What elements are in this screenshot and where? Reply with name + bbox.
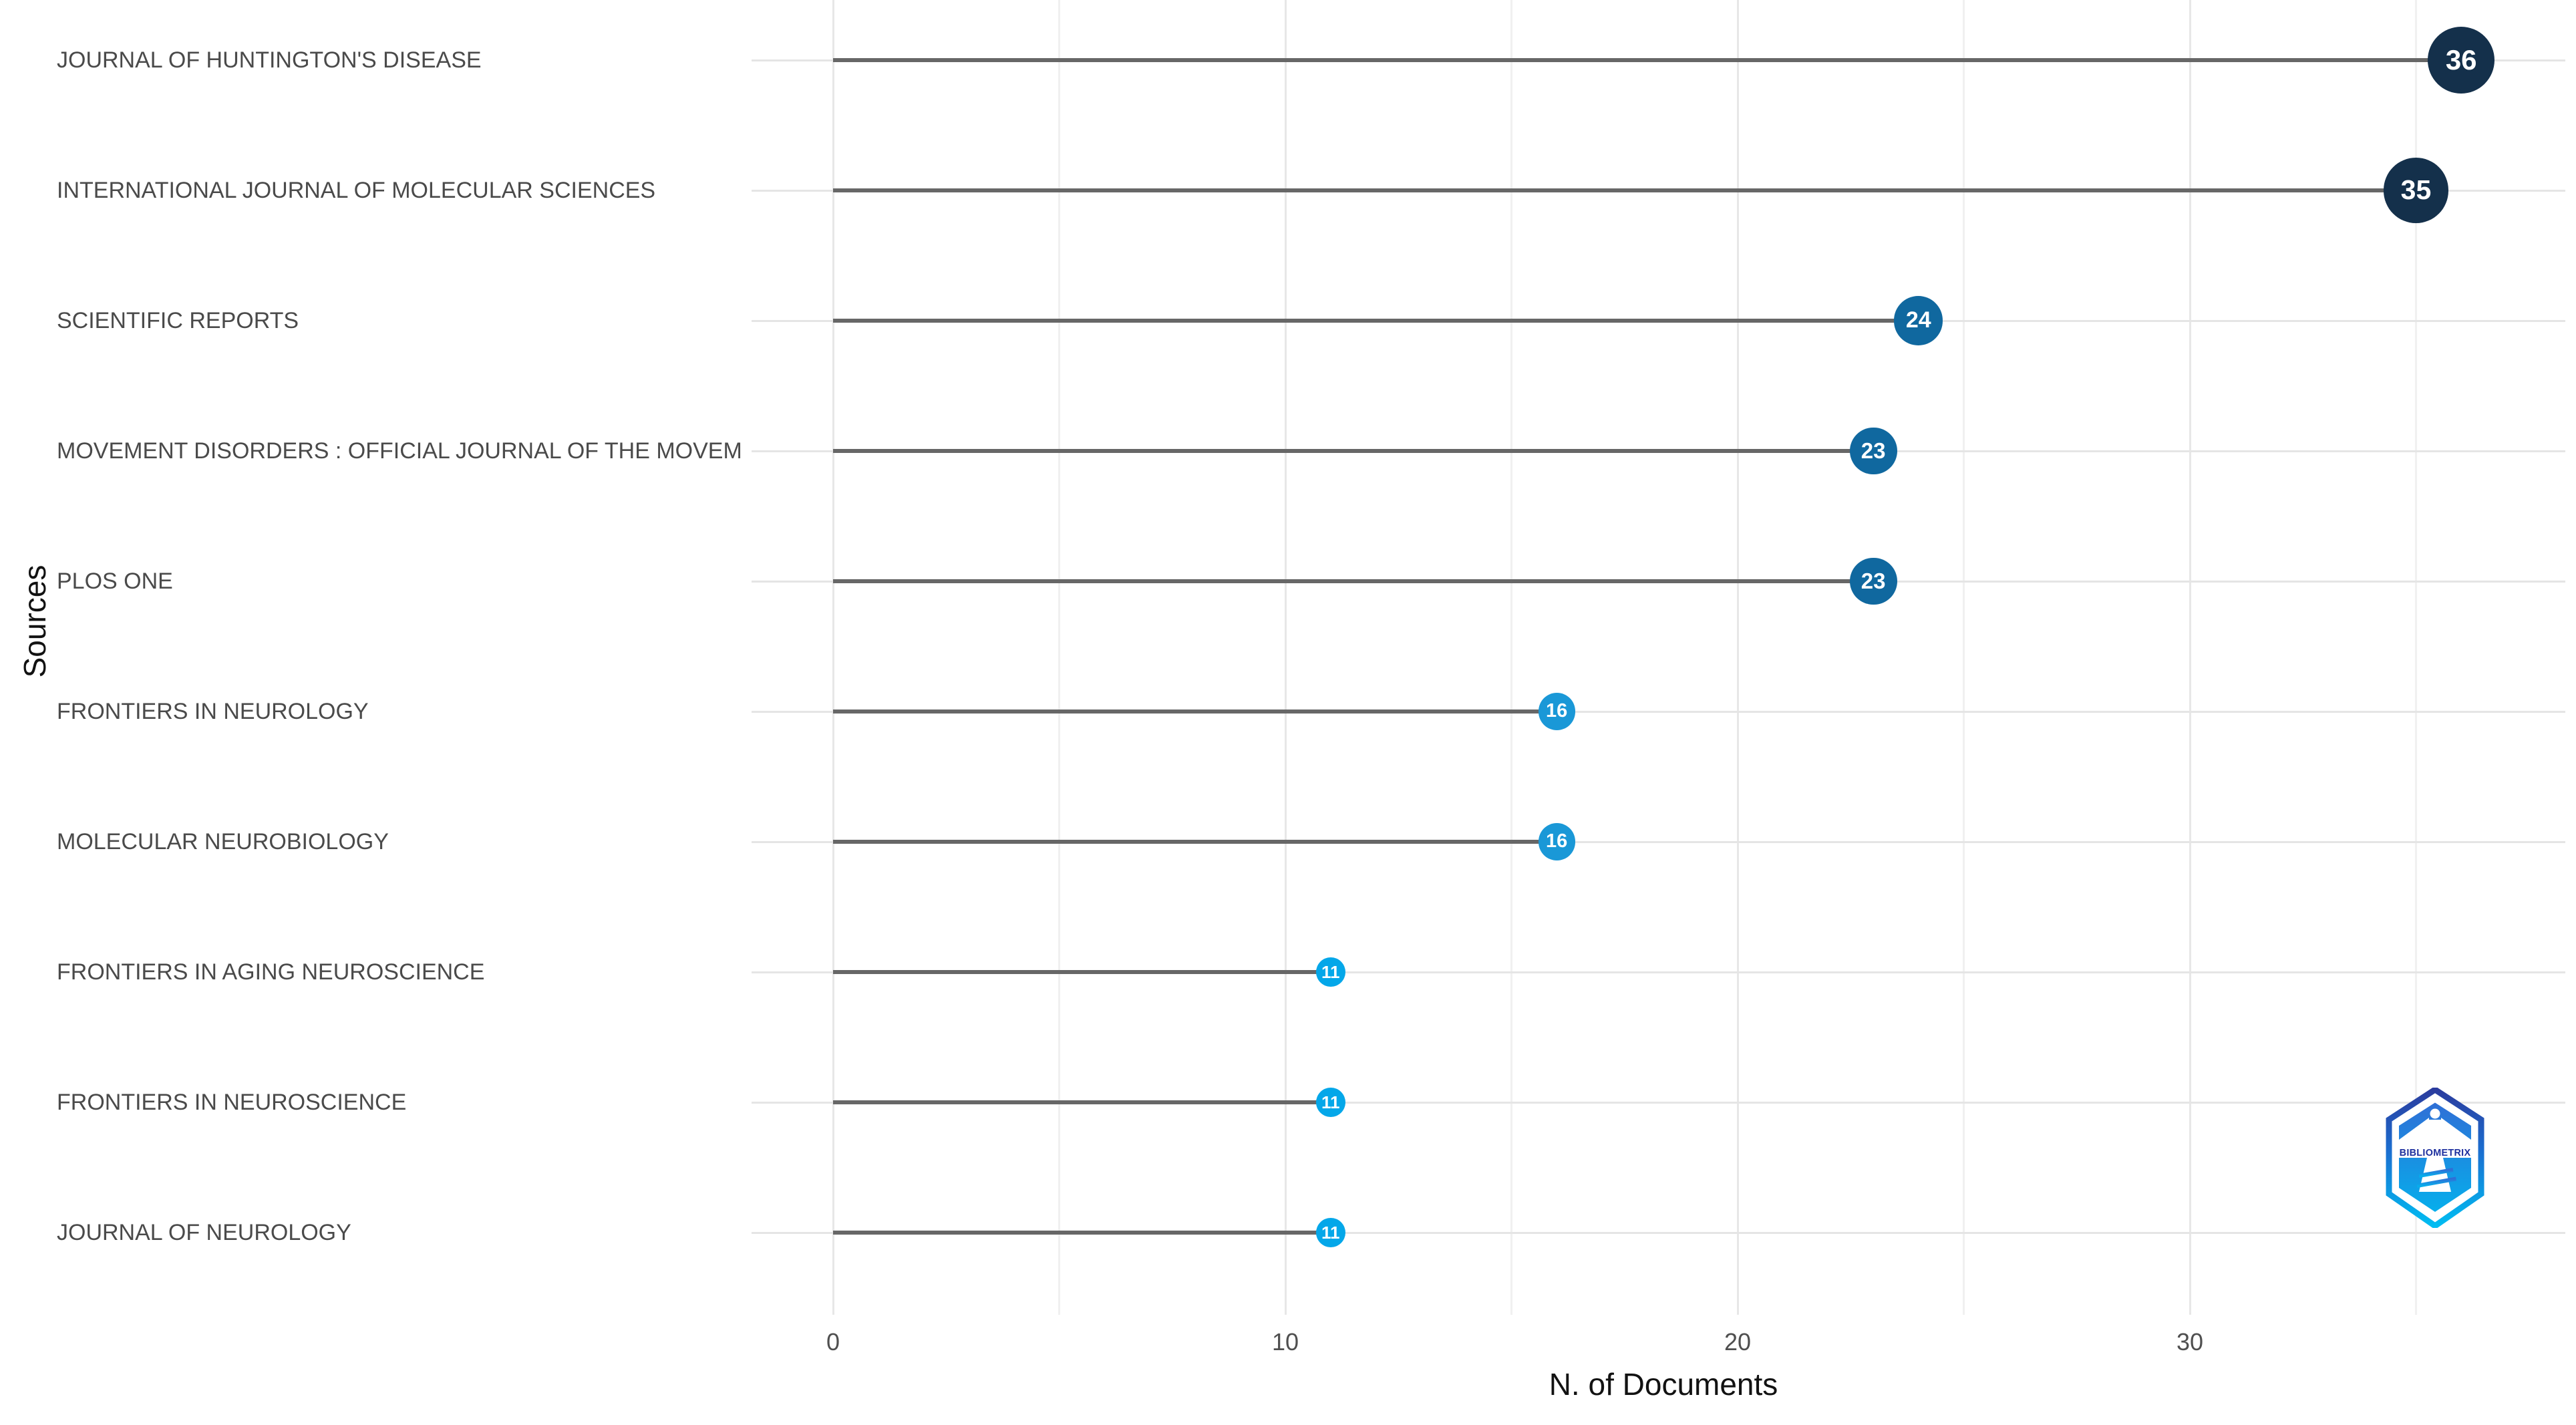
gridline-minor	[1058, 0, 1060, 1315]
category-row-line	[752, 1231, 2565, 1234]
gridline-minor	[2415, 0, 2417, 1315]
category-label: JOURNAL OF NEUROLOGY	[57, 1220, 351, 1245]
category-label: PLOS ONE	[57, 569, 173, 594]
x-tick-label: 0	[826, 1328, 840, 1356]
data-point-dot: 36	[2428, 27, 2495, 94]
data-point-dot: 24	[1894, 296, 1943, 345]
data-point-dot: 23	[1849, 427, 1897, 475]
data-point-value: 36	[2445, 44, 2477, 75]
lollipop-stem	[833, 970, 1331, 974]
y-axis-title: Sources	[17, 565, 52, 678]
x-tick-label: 30	[2176, 1328, 2204, 1356]
lollipop-stem	[833, 449, 1874, 453]
lollipop-stem	[833, 579, 1874, 583]
data-point-dot: 16	[1538, 693, 1575, 730]
gridline-major	[1736, 0, 1739, 1315]
category-row-line	[752, 971, 2565, 973]
data-point-value: 16	[1546, 700, 1568, 722]
gridline-minor	[1963, 0, 1965, 1315]
data-point-dot: 11	[1315, 1218, 1345, 1247]
data-point-value: 35	[2400, 174, 2432, 206]
data-point-dot: 11	[1315, 957, 1345, 987]
data-point-value: 23	[1861, 438, 1886, 463]
lollipop-stem	[833, 1100, 1331, 1104]
bibliometrix-logo: BIBLIOMETRIX	[2386, 1088, 2484, 1228]
data-point-value: 16	[1546, 830, 1568, 852]
category-label: FRONTIERS IN NEUROLOGY	[57, 699, 369, 724]
category-label: JOURNAL OF HUNTINGTON'S DISEASE	[57, 47, 482, 73]
lollipop-stem	[833, 58, 2462, 62]
data-point-value: 23	[1861, 568, 1886, 593]
lollipop-stem	[833, 709, 1557, 714]
data-point-dot: 11	[1315, 1088, 1345, 1117]
lollipop-stem	[833, 319, 1919, 323]
x-tick-label: 10	[1271, 1328, 1299, 1356]
data-point-value: 11	[1321, 1092, 1340, 1112]
gridline-minor	[1510, 0, 1512, 1315]
category-label: FRONTIERS IN NEUROSCIENCE	[57, 1090, 407, 1115]
category-row-line	[752, 840, 2565, 843]
category-label: MOLECULAR NEUROBIOLOGY	[57, 829, 389, 854]
logo-band	[2394, 1140, 2476, 1158]
data-point-dot: 35	[2383, 158, 2449, 223]
gridline-major	[832, 0, 834, 1315]
logo-slab-line-2	[2416, 1176, 2457, 1188]
logo-lighthouse-top-icon	[2427, 1120, 2443, 1140]
category-row-line	[752, 1101, 2565, 1104]
x-axis-title: N. of Documents	[1549, 1367, 1778, 1402]
category-label: FRONTIERS IN AGING NEUROSCIENCE	[57, 959, 485, 985]
data-point-value: 11	[1321, 961, 1340, 982]
data-point-value: 24	[1905, 307, 1931, 333]
category-label: INTERNATIONAL JOURNAL OF MOLECULAR SCIEN…	[57, 178, 656, 203]
category-label: MOVEMENT DISORDERS : OFFICIAL JOURNAL OF…	[57, 438, 742, 464]
lollipop-stem	[833, 188, 2416, 192]
x-tick-label: 20	[1724, 1328, 1752, 1356]
category-row-line	[752, 710, 2565, 713]
data-point-dot: 16	[1538, 823, 1575, 860]
gridline-major	[2189, 0, 2191, 1315]
lollipop-stem	[833, 1231, 1331, 1235]
logo-lighthouse-dome-icon	[2430, 1108, 2440, 1119]
logo-beam-left-icon	[2399, 1118, 2429, 1140]
data-point-value: 11	[1321, 1222, 1340, 1243]
logo-text: BIBLIOMETRIX	[2400, 1148, 2471, 1158]
logo-beam-right-icon	[2441, 1118, 2471, 1140]
data-point-dot: 23	[1849, 557, 1897, 605]
gridline-major	[1284, 0, 1287, 1315]
lollipop-stem	[833, 840, 1557, 844]
category-label: SCIENTIFIC REPORTS	[57, 308, 299, 333]
logo-slab-line-1	[2418, 1168, 2454, 1178]
